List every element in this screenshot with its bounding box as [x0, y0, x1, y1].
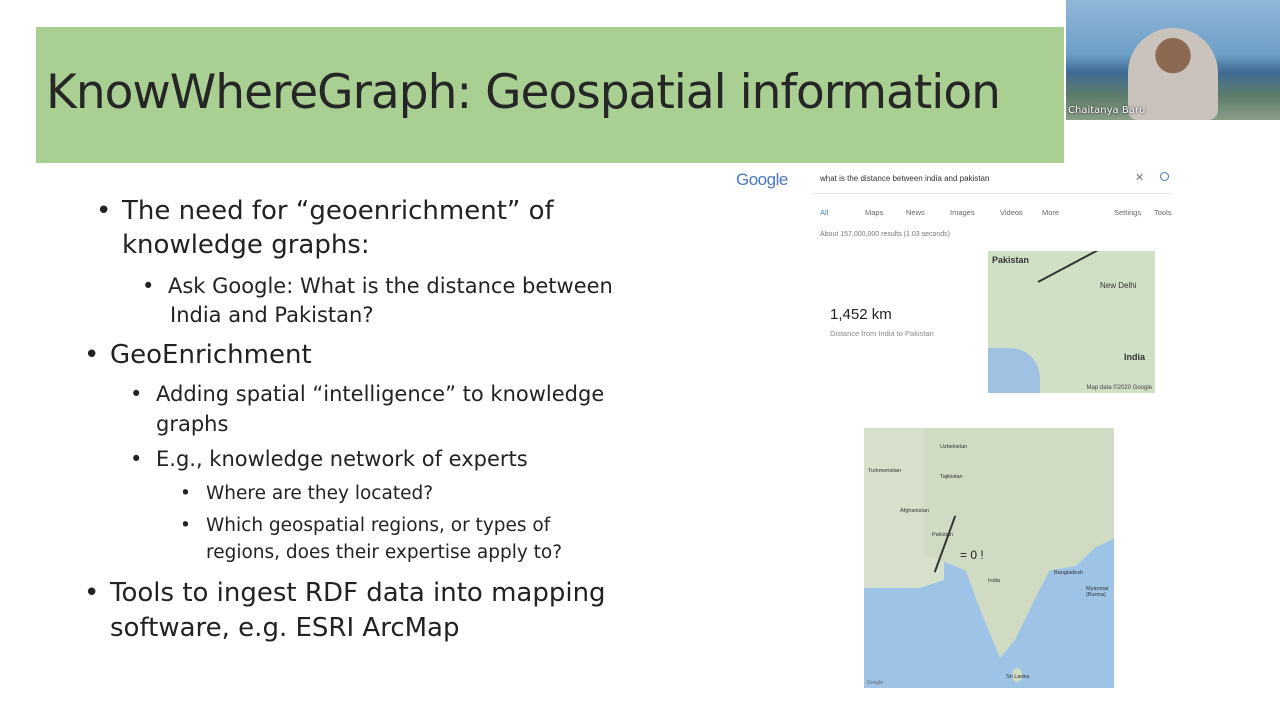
map-label: Pakistan	[932, 532, 954, 538]
slide-title-bar: KnowWhereGraph: Geospatial information	[36, 27, 1064, 163]
map-label-new-delhi: New Delhi	[1100, 281, 1137, 290]
participant-video-tile[interactable]: Chaitanya Baru	[1066, 0, 1280, 120]
search-icon	[1160, 172, 1169, 181]
tab-news: News	[906, 208, 925, 217]
map-label: Bangladesh	[1054, 570, 1084, 576]
map-label: Myanmar (Burma)	[1086, 586, 1109, 598]
map-sea	[988, 348, 1040, 393]
search-divider	[812, 193, 1172, 194]
map-label-india: India	[1124, 352, 1146, 362]
google-search-screenshot: Google what is the distance between indi…	[732, 163, 1180, 398]
map-attribution: Google	[867, 680, 884, 686]
results-count: About 157,000,000 results (1.03 seconds)	[820, 231, 950, 238]
south-asia-map: Uzbekistan Turkmenistan Tajikistan Afgha…	[864, 428, 1114, 688]
participant-name: Chaitanya Baru	[1068, 105, 1146, 116]
map-route-line	[1037, 251, 1110, 283]
slide-title: KnowWhereGraph: Geospatial information	[46, 65, 1001, 120]
tab-more: More	[1042, 208, 1060, 217]
tab-tools: Tools	[1154, 208, 1172, 217]
map-label: Tajikistan	[940, 474, 963, 480]
tab-maps: Maps	[865, 208, 884, 217]
map-label: Turkmenistan	[868, 468, 902, 474]
tab-videos: Videos	[1000, 208, 1023, 217]
map-label-pakistan: Pakistan	[992, 255, 1030, 265]
route-map: Pakistan New Delhi India Map data ©2020 …	[988, 251, 1155, 393]
map-label: Uzbekistan	[940, 444, 968, 450]
search-query-text: what is the distance between india and p…	[820, 174, 990, 183]
distance-value: 1,452 km	[830, 306, 892, 323]
map-attribution: Map data ©2020 Google	[1086, 385, 1152, 391]
map-label: India	[988, 578, 1000, 584]
participant-video-image	[1128, 28, 1218, 120]
tab-settings: Settings	[1114, 208, 1142, 217]
map-label: Sri Lanka	[1006, 674, 1030, 680]
tab-images: Images	[950, 208, 975, 217]
close-icon: ✕	[1135, 172, 1145, 184]
tab-all: All	[820, 208, 829, 217]
distance-label: Distance from India to Pakistan	[830, 329, 934, 338]
map-island-sri-lanka	[1012, 668, 1022, 682]
map-annotation: = 0 !	[960, 548, 984, 562]
google-logo: Google	[736, 170, 788, 189]
map-label: Afghanistan	[900, 508, 930, 514]
